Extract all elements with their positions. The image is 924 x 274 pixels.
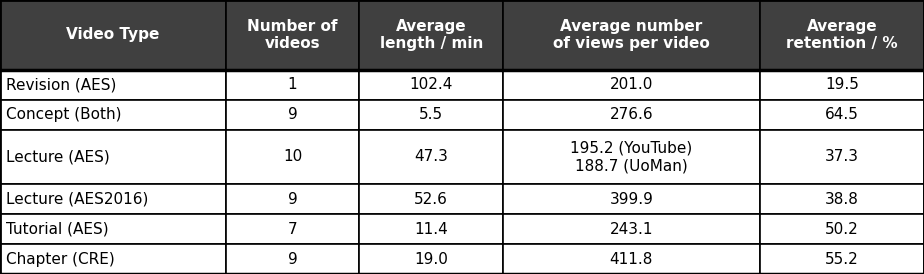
Bar	[0, 184, 225, 214]
Text: Number of
videos: Number of videos	[248, 19, 338, 51]
Text: Tutorial (AES): Tutorial (AES)	[6, 222, 109, 237]
Bar	[503, 100, 760, 130]
Bar	[0, 70, 225, 100]
Bar	[359, 0, 503, 70]
Bar	[503, 244, 760, 274]
Text: 9: 9	[287, 107, 298, 122]
Text: 19.5: 19.5	[825, 77, 858, 92]
Text: 52.6: 52.6	[414, 192, 448, 207]
Bar	[0, 244, 225, 274]
Bar	[225, 100, 359, 130]
Text: Lecture (AES2016): Lecture (AES2016)	[6, 192, 149, 207]
Bar	[225, 214, 359, 244]
Bar	[503, 0, 760, 70]
Bar	[503, 70, 760, 100]
Bar	[359, 130, 503, 184]
Bar	[225, 184, 359, 214]
Text: Video Type: Video Type	[67, 27, 160, 42]
Text: 11.4: 11.4	[414, 222, 448, 237]
Text: 7: 7	[287, 222, 298, 237]
Text: Chapter (CRE): Chapter (CRE)	[6, 252, 115, 267]
Text: Average
retention / %: Average retention / %	[786, 19, 898, 51]
Bar	[225, 244, 359, 274]
Bar	[359, 70, 503, 100]
Bar	[359, 184, 503, 214]
Text: 9: 9	[287, 252, 298, 267]
Text: 55.2: 55.2	[825, 252, 858, 267]
Text: Concept (Both): Concept (Both)	[6, 107, 122, 122]
Bar	[503, 214, 760, 244]
Text: 195.2 (YouTube)
188.7 (UoMan): 195.2 (YouTube) 188.7 (UoMan)	[570, 141, 692, 173]
Bar	[0, 130, 225, 184]
Text: 9: 9	[287, 192, 298, 207]
Text: 38.8: 38.8	[825, 192, 858, 207]
Bar	[503, 130, 760, 184]
Bar	[359, 100, 503, 130]
Text: 5.5: 5.5	[419, 107, 444, 122]
Text: Average
length / min: Average length / min	[380, 19, 483, 51]
Text: 10: 10	[283, 149, 302, 164]
Text: 19.0: 19.0	[414, 252, 448, 267]
Bar	[760, 100, 924, 130]
Text: 411.8: 411.8	[610, 252, 653, 267]
Bar	[0, 0, 225, 70]
Text: 102.4: 102.4	[409, 77, 453, 92]
Text: 37.3: 37.3	[825, 149, 859, 164]
Text: Revision (AES): Revision (AES)	[6, 77, 116, 92]
Bar	[760, 184, 924, 214]
Bar	[760, 244, 924, 274]
Text: 243.1: 243.1	[610, 222, 653, 237]
Bar	[0, 100, 225, 130]
Text: 47.3: 47.3	[414, 149, 448, 164]
Bar	[503, 184, 760, 214]
Bar	[359, 214, 503, 244]
Text: 1: 1	[287, 77, 298, 92]
Bar	[225, 70, 359, 100]
Bar	[760, 70, 924, 100]
Bar	[760, 130, 924, 184]
Bar	[760, 0, 924, 70]
Bar	[760, 214, 924, 244]
Text: Average number
of views per video: Average number of views per video	[553, 19, 710, 51]
Text: 276.6: 276.6	[610, 107, 653, 122]
Text: 64.5: 64.5	[825, 107, 858, 122]
Bar	[225, 0, 359, 70]
Text: 399.9: 399.9	[610, 192, 653, 207]
Bar	[225, 130, 359, 184]
Bar	[0, 214, 225, 244]
Text: 50.2: 50.2	[825, 222, 858, 237]
Bar	[359, 244, 503, 274]
Text: 201.0: 201.0	[610, 77, 653, 92]
Text: Lecture (AES): Lecture (AES)	[6, 149, 110, 164]
